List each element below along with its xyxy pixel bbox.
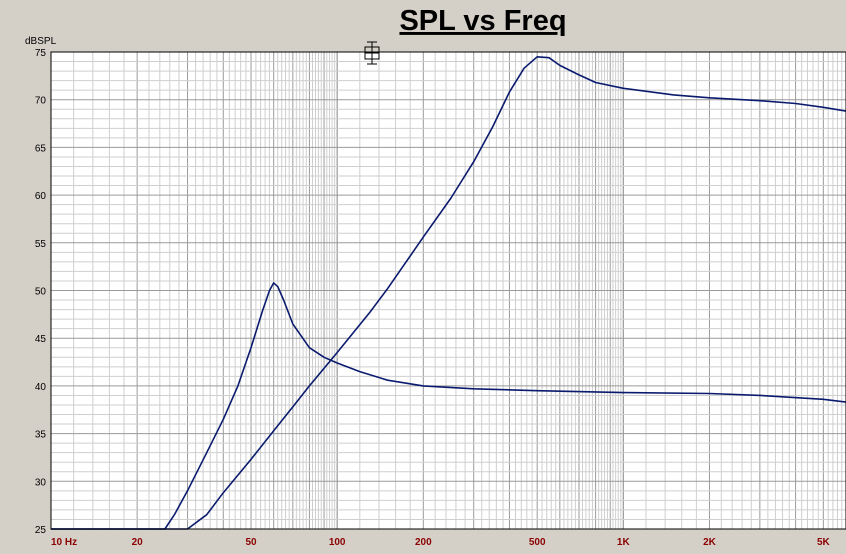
- y-tick-label: 45: [35, 334, 47, 345]
- x-tick-label: 100: [329, 537, 346, 548]
- series-lines: [51, 55, 846, 530]
- grid: [50, 51, 846, 530]
- series-line-1: [51, 282, 846, 530]
- plot-border: [50, 51, 846, 530]
- y-tick-label: 75: [35, 48, 47, 59]
- x-tick-label: 50: [245, 537, 257, 548]
- chart-title: SPL vs Freq: [399, 5, 566, 37]
- y-tick-label: 25: [35, 525, 47, 536]
- x-tick-label: 500: [529, 537, 546, 548]
- x-tick-label: 10 Hz: [51, 537, 77, 548]
- y-axis-label: dBSPL: [25, 36, 57, 47]
- y-tick-label: 50: [35, 287, 47, 298]
- x-tick-label: 2K: [703, 537, 717, 548]
- cursor-marker-icon[interactable]: [364, 41, 380, 65]
- x-tick-label: 20: [132, 537, 144, 548]
- series-line-2: [51, 55, 846, 530]
- x-tick-label: 5K: [817, 537, 831, 548]
- x-tick-label: 1K: [617, 537, 631, 548]
- y-tick-labels: 25 30 35 40 45 50 55 60 65 70 75: [35, 48, 47, 536]
- y-tick-label: 70: [35, 96, 47, 107]
- y-tick-label: 35: [35, 430, 47, 441]
- x-tick-label: 200: [415, 537, 432, 548]
- y-tick-label: 30: [35, 477, 47, 488]
- x-tick-labels: 10 Hz 20 50 100 200 500 1K 2K 5K: [51, 537, 831, 548]
- y-tick-label: 65: [35, 143, 47, 154]
- y-tick-label: 55: [35, 239, 47, 250]
- y-tick-label: 40: [35, 382, 47, 393]
- y-tick-label: 60: [35, 191, 47, 202]
